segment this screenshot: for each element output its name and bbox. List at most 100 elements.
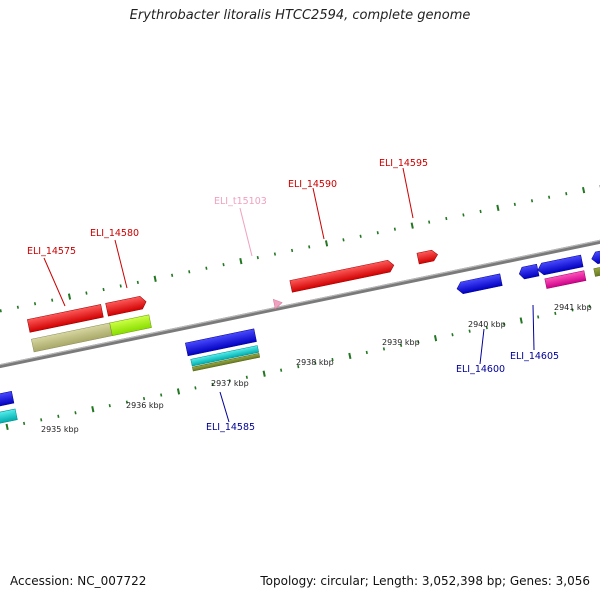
axis-label-2938: 2938 kbp (296, 358, 334, 367)
feature-blue-small[interactable] (518, 263, 540, 280)
genome-summary: Topology: circular; Length: 3,052,398 bp… (260, 574, 590, 588)
tick-plus-minor (376, 231, 379, 235)
label-leaders (43, 167, 535, 423)
tick-plus-major (582, 186, 586, 194)
tick-minus-minor (382, 347, 386, 351)
minus-strand-features (0, 245, 600, 429)
feature-blue-left[interactable] (0, 391, 15, 412)
tick-minus-major (348, 352, 352, 360)
tick-minus-minor (245, 375, 248, 379)
tick-plus-minor (188, 270, 191, 274)
tick-plus-minor (273, 252, 277, 256)
feature-lime-1[interactable] (109, 314, 152, 336)
tick-minus-minor (502, 322, 505, 326)
tick-plus-minor (530, 199, 534, 203)
tick-plus-minor (565, 192, 568, 196)
axis-label-2939: 2939 kbp (382, 338, 420, 347)
axis-label-2935: 2935 kbp (41, 425, 79, 434)
genome-band (0, 184, 600, 431)
axis-labels: 2935 kbp 2936 kbp 2937 kbp 2938 kbp 2939… (41, 303, 592, 434)
tick-plus-minor (342, 238, 345, 242)
tick-minus-major (5, 423, 9, 431)
tick-minus-minor (451, 333, 454, 337)
tick-minus-minor (160, 393, 163, 397)
tick-minus-minor (74, 411, 77, 415)
feature-darkolive-1[interactable] (192, 353, 261, 372)
tick-plus-minor (393, 227, 396, 231)
tick-minus-minor (485, 325, 488, 330)
tick-plus-minor (256, 255, 259, 260)
tick-minus-minor (399, 343, 403, 347)
gene-label-ELI_14585[interactable]: ELI_14585 (206, 422, 255, 433)
tick-plus-major (410, 222, 414, 229)
gene-ELI_t15103[interactable] (272, 298, 283, 310)
feature-darkolive-2[interactable] (593, 261, 600, 277)
tick-minus-major (433, 335, 438, 342)
gene-label-ELI_14595[interactable]: ELI_14595 (379, 158, 428, 169)
tick-plus-minor (205, 266, 208, 270)
tick-minus-minor (108, 404, 111, 408)
gene-ELI_14575[interactable] (27, 304, 104, 333)
tick-minus-minor (280, 368, 283, 372)
tick-minus-minor (417, 340, 420, 344)
tick-minus-minor (314, 361, 317, 365)
tick-plus-major (496, 204, 500, 211)
tick-plus-minor (222, 263, 225, 267)
tick-plus-major (239, 257, 243, 265)
tick-minus-major (262, 370, 266, 377)
tick-minus-minor (297, 365, 300, 369)
tick-plus-minor (548, 195, 551, 199)
gene-ELI_14585[interactable] (185, 328, 257, 357)
tick-plus-minor (171, 273, 174, 277)
tick-minus-minor (142, 396, 146, 401)
tick-plus-minor (33, 302, 37, 306)
gene-ELI_14580[interactable] (105, 295, 148, 317)
tick-plus-minor (308, 245, 311, 249)
tick-plus-minor (479, 209, 482, 214)
tick-minus-minor (40, 418, 43, 422)
gene-label-ELI_14605[interactable]: ELI_14605 (510, 351, 559, 362)
tick-minus-minor (588, 304, 591, 308)
gene-ELI_14600[interactable] (456, 273, 503, 295)
gene-label-ELI_14590[interactable]: ELI_14590 (288, 179, 337, 190)
tick-minus-minor (537, 315, 540, 319)
feature-cyan-left[interactable] (0, 408, 18, 429)
tick-row-plus (0, 184, 600, 313)
gene-label-ELI_14575[interactable]: ELI_14575 (27, 246, 76, 257)
tick-plus-minor (102, 287, 105, 292)
tick-plus-major (324, 240, 329, 247)
tick-plus-minor (136, 280, 139, 285)
tick-plus-minor (16, 305, 19, 309)
axis-label-2940: 2940 kbp (468, 320, 506, 329)
tick-minus-minor (194, 386, 197, 390)
tick-plus-minor (51, 298, 54, 302)
gene-label-ELI_14580[interactable]: ELI_14580 (90, 228, 139, 239)
tick-minus-minor (571, 308, 574, 312)
feature-blue-edge[interactable] (590, 245, 600, 265)
genome-title: Erythrobacter litoralis HTCC2594, comple… (129, 8, 471, 23)
tick-plus-minor (445, 216, 448, 221)
gene-label-ELI_14600[interactable]: ELI_14600 (456, 364, 505, 375)
tick-plus-minor (119, 284, 122, 288)
tick-plus-major (153, 275, 157, 282)
gene-ELI_14590[interactable] (289, 259, 395, 293)
tick-minus-minor (331, 357, 334, 362)
feature-cyan-1[interactable] (190, 345, 260, 367)
tick-plus-minor (0, 309, 2, 313)
axis-label-2941: 2941 kbp (554, 303, 592, 312)
tick-minus-minor (468, 329, 471, 333)
axis-label-2937: 2937 kbp (211, 379, 249, 388)
tick-plus-minor (290, 248, 294, 253)
tick-minus-minor (57, 414, 60, 418)
gene-label-ELI_t15103[interactable]: ELI_t15103 (214, 196, 267, 207)
gene-ELI_14605[interactable] (537, 254, 584, 276)
feature-magenta-1[interactable] (544, 270, 587, 289)
tick-plus-minor (428, 220, 431, 224)
gene-ELI_14595[interactable] (416, 249, 439, 265)
tick-plus-minor (85, 291, 88, 295)
tick-plus-minor (513, 202, 516, 206)
tick-minus-major (519, 317, 523, 324)
tick-minus-minor (554, 311, 557, 316)
accession-label: Accession: NC_007722 (10, 574, 147, 588)
